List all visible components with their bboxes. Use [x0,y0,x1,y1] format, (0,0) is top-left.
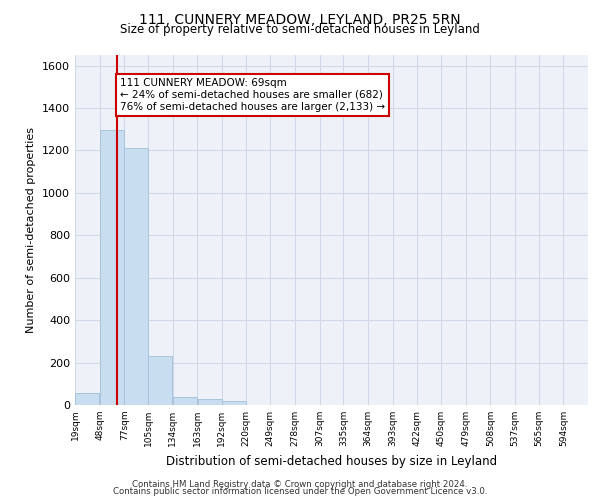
Bar [75,394,100,405]
Bar [124,148,148,405]
X-axis label: Distribution of semi-detached houses by size in Leyland: Distribution of semi-detached houses by … [166,454,497,468]
Text: 111, CUNNERY MEADOW, LEYLAND, PR25 5RN: 111, CUNNERY MEADOW, LEYLAND, PR25 5RN [139,12,461,26]
Text: 111 CUNNERY MEADOW: 69sqm
← 24% of semi-detached houses are smaller (682)
76% of: 111 CUNNERY MEADOW: 69sqm ← 24% of semi-… [120,78,385,112]
Y-axis label: Number of semi-detached properties: Number of semi-detached properties [26,127,37,333]
Bar [100,130,124,405]
Bar [148,356,172,405]
Bar [222,401,245,405]
Text: Contains public sector information licensed under the Open Government Licence v3: Contains public sector information licen… [113,487,487,496]
Text: Size of property relative to semi-detached houses in Leyland: Size of property relative to semi-detach… [120,24,480,36]
Bar [197,398,222,405]
Bar [173,396,197,405]
Text: Contains HM Land Registry data © Crown copyright and database right 2024.: Contains HM Land Registry data © Crown c… [132,480,468,489]
